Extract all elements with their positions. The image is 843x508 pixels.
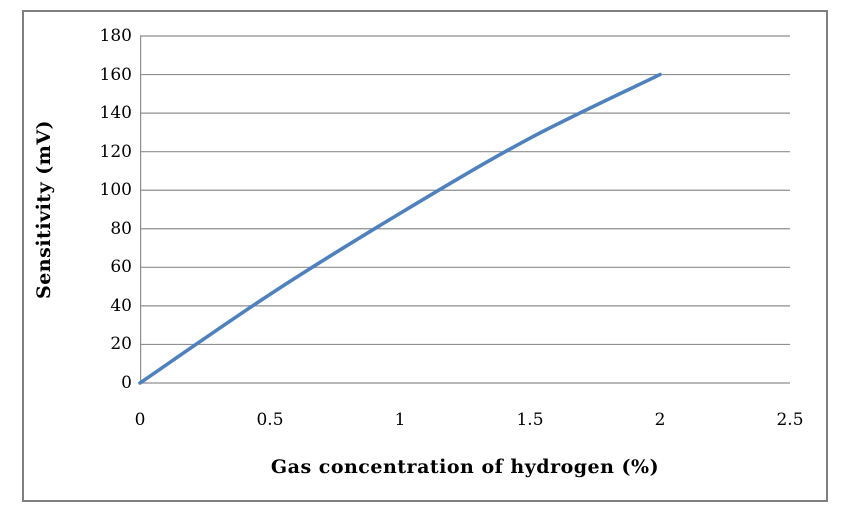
series-line-sensitivity [138, 72, 662, 385]
y-tick-label: 140 [99, 103, 132, 124]
chart-frame: Sensitivity (mV) Gas concentration of hy… [22, 10, 828, 502]
x-tick-label: 1.5 [516, 410, 544, 430]
y-tick-label: 120 [99, 141, 132, 162]
x-tick-label: 0.5 [256, 410, 284, 430]
y-tick-label: 100 [99, 180, 132, 201]
y-tick-label: 80 [110, 218, 132, 239]
y-tick-label: 20 [110, 334, 132, 355]
y-axis-title: Sensitivity (mV) [33, 119, 55, 300]
x-axis-title: Gas concentration of hydrogen (%) [270, 456, 660, 478]
x-tick-label: 2.5 [776, 410, 804, 430]
y-tick-label: 60 [110, 257, 132, 278]
x-tick-label: 2 [654, 410, 666, 430]
y-tick-label: 180 [99, 26, 132, 46]
x-tick-label: 0 [134, 410, 146, 430]
plot-area [138, 35, 790, 385]
y-tick-label: 160 [99, 64, 132, 85]
y-tick-label: 0 [121, 373, 132, 393]
x-tick-label: 1 [394, 410, 406, 430]
y-tick-label: 40 [110, 295, 132, 316]
